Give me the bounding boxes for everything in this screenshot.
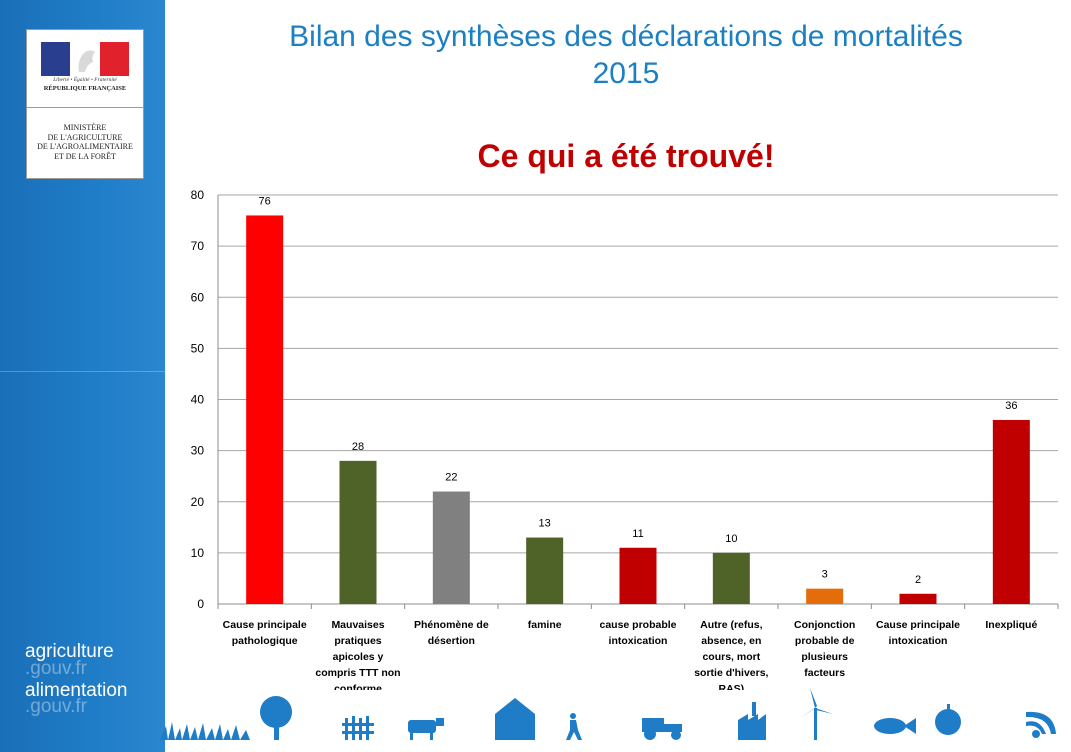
marianne-flag-icon bbox=[41, 42, 129, 76]
x-tick-label-line: probable de bbox=[795, 635, 855, 647]
bar bbox=[712, 552, 750, 604]
x-tick-label-line: cours, mort bbox=[702, 651, 760, 663]
x-tick-label: Autre (refus, absence, en cours, mort sorti… bbox=[694, 619, 768, 690]
x-tick-label-line: absence, en bbox=[701, 635, 761, 647]
x-tick-label-line: désertion bbox=[428, 635, 475, 647]
x-tick-label: Mauvaises pratiques apicoles y compris TTT … bbox=[315, 619, 400, 690]
bar bbox=[619, 547, 657, 604]
bar bbox=[339, 460, 377, 604]
x-tick-label-line: apicoles y bbox=[333, 651, 384, 663]
sidebar-divider bbox=[0, 371, 165, 372]
grass-icon bbox=[160, 722, 250, 740]
y-tick-label: 60 bbox=[191, 290, 205, 304]
y-tick-label: 0 bbox=[197, 597, 204, 611]
page-title: Bilan des synthèses des déclarations de … bbox=[170, 18, 1071, 92]
x-tick-label-line: plusieurs bbox=[801, 651, 848, 663]
x-tick-label: famine bbox=[528, 619, 562, 631]
x-tick-label-line: compris TTT non bbox=[315, 667, 400, 679]
brand-agriculture: agriculture bbox=[25, 641, 114, 662]
x-tick-label-line: Conjonction bbox=[794, 619, 855, 631]
brand-agriculture-domain: .gouv.fr bbox=[25, 658, 87, 679]
data-label: 3 bbox=[822, 569, 828, 581]
x-tick-label: cause probable intoxication bbox=[599, 619, 676, 647]
title-line-1: Bilan des synthèses des déclarations de … bbox=[289, 20, 963, 53]
government-logo: Liberté • Égalité • Fraternité RÉPUBLIQU… bbox=[26, 29, 144, 179]
y-tick-label: 80 bbox=[191, 188, 205, 202]
y-tick-label: 50 bbox=[191, 341, 205, 355]
y-tick-label: 30 bbox=[191, 444, 205, 458]
tree-icon bbox=[260, 696, 292, 740]
x-tick-label-line: facteurs bbox=[804, 667, 845, 679]
x-tick-label: Conjonction probable de plusieurs facteurs bbox=[794, 619, 855, 679]
bar bbox=[899, 593, 937, 604]
data-label: 22 bbox=[445, 472, 457, 484]
x-tick-label-line: intoxication bbox=[609, 635, 668, 647]
ministry-line: DE L'AGROALIMENTAIRE bbox=[37, 142, 133, 151]
ministry-line: MINISTÈRE bbox=[63, 123, 107, 132]
y-tick-label: 70 bbox=[191, 239, 205, 253]
footer-illustration bbox=[160, 688, 1056, 740]
x-tick-label-line: Phénomène de bbox=[414, 619, 489, 631]
data-label: 28 bbox=[352, 441, 364, 453]
x-tick-label-line: pratiques bbox=[334, 635, 381, 647]
x-tick-label-line: sortie d'hivers, bbox=[694, 667, 768, 679]
x-tick-label-line: cause probable bbox=[599, 619, 676, 631]
data-label: 11 bbox=[632, 528, 643, 540]
brand-alimentation: alimentation bbox=[25, 680, 128, 701]
bar bbox=[806, 588, 844, 604]
logo-divider bbox=[27, 107, 143, 108]
x-tick-label-line: Autre (refus, bbox=[700, 619, 763, 631]
y-tick-label: 40 bbox=[191, 393, 205, 407]
x-tick-label: Inexpliqué bbox=[985, 619, 1037, 631]
bar bbox=[246, 215, 284, 604]
x-tick-label-line: intoxication bbox=[889, 635, 948, 647]
fence-icon bbox=[342, 716, 374, 740]
republic-motto: Liberté • Égalité • Fraternité bbox=[53, 77, 117, 83]
fish-icon bbox=[874, 718, 916, 734]
bar bbox=[432, 491, 470, 604]
ministry-name: MINISTÈRE DE L'AGRICULTURE DE L'AGROALIM… bbox=[29, 123, 141, 161]
brand-alimentation-domain: .gouv.fr bbox=[25, 696, 87, 717]
cow-icon bbox=[408, 718, 444, 740]
data-label: 76 bbox=[259, 195, 271, 207]
factory-icon bbox=[738, 702, 766, 740]
x-tick-label-line: conforme bbox=[334, 683, 382, 690]
x-tick-label-line: pathologique bbox=[232, 635, 298, 647]
wind-turbine-icon bbox=[800, 688, 833, 740]
x-tick-label: Cause principale pathologique bbox=[223, 619, 307, 647]
farmhouse-icon bbox=[495, 698, 535, 740]
tractor-icon bbox=[642, 718, 682, 740]
ministry-line: ET DE LA FORÊT bbox=[54, 151, 116, 161]
apple-icon bbox=[935, 704, 961, 735]
ministry-line: DE L'AGRICULTURE bbox=[47, 132, 123, 142]
x-tick-label-line: Inexpliqué bbox=[985, 619, 1037, 631]
data-label: 13 bbox=[539, 518, 551, 530]
data-label: 36 bbox=[1005, 400, 1017, 412]
chart-subtitle: Ce qui a été trouvé! bbox=[477, 138, 775, 174]
republic-label: RÉPUBLIQUE FRANÇAISE bbox=[43, 85, 127, 92]
y-tick-label: 10 bbox=[191, 546, 205, 560]
x-tick-label-line: RAS) bbox=[718, 683, 744, 690]
bar bbox=[992, 419, 1030, 604]
x-tick-label: Phénomène de désertion bbox=[414, 619, 489, 647]
x-tick-label: Cause principale intoxication bbox=[876, 619, 960, 647]
x-tick-label-line: Mauvaises bbox=[331, 619, 384, 631]
data-label: 10 bbox=[725, 533, 737, 545]
x-tick-label-line: famine bbox=[528, 619, 562, 631]
sidebar: Liberté • Égalité • Fraternité RÉPUBLIQU… bbox=[0, 0, 165, 752]
bar bbox=[526, 537, 564, 604]
title-line-2: 2015 bbox=[592, 57, 660, 90]
wifi-icon bbox=[1026, 711, 1056, 738]
x-tick-label-line: Cause principale bbox=[876, 619, 960, 631]
bar-chart: 0 10 20 30 40 50 60 70 80 76 Cause principale patho… bbox=[191, 188, 1059, 690]
walker-icon bbox=[566, 713, 582, 740]
data-label: 2 bbox=[915, 574, 921, 586]
x-tick-label-line: Cause principale bbox=[223, 619, 307, 631]
y-tick-label: 20 bbox=[191, 495, 205, 509]
